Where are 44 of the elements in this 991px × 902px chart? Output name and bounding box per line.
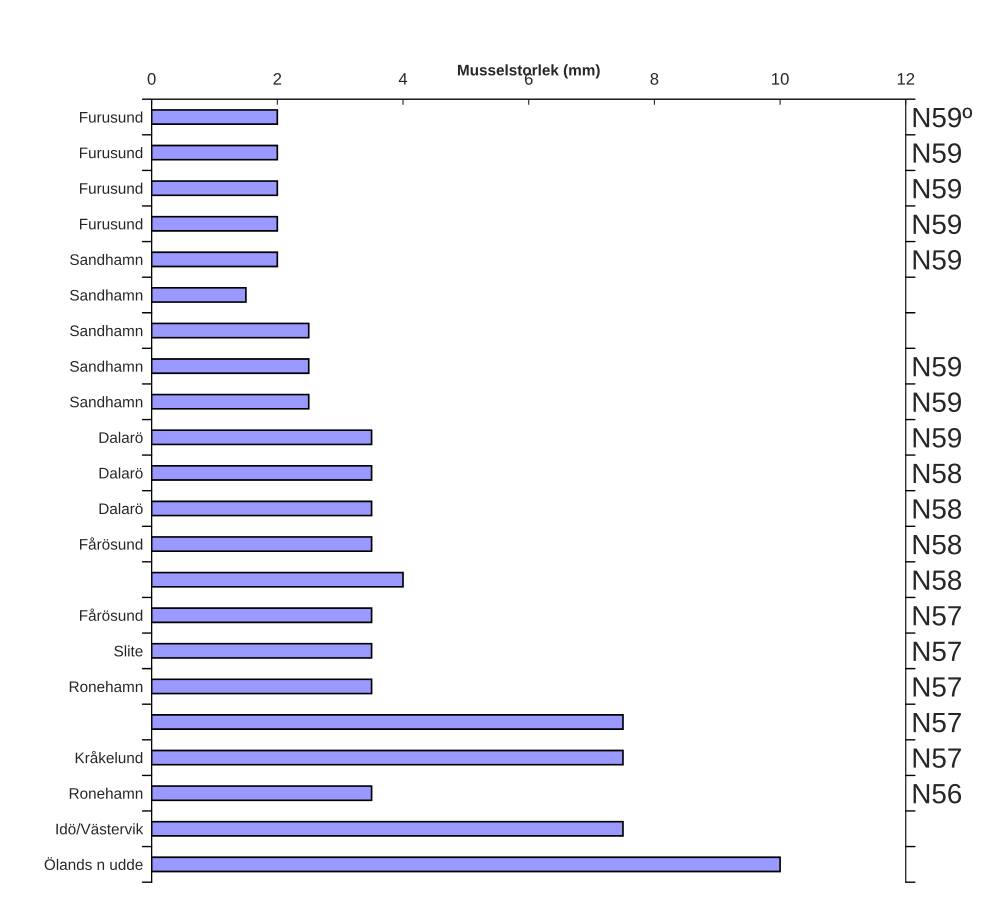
- y-tick-label: Furusund: [80, 182, 142, 194]
- y2-tick-label: N57: [914, 712, 961, 732]
- y2-tick-label: N57: [914, 748, 961, 768]
- y2-tick-label: N59: [914, 356, 961, 376]
- y2-tick-label: N58: [914, 534, 962, 554]
- y-tick-label: Sandhamn: [70, 254, 142, 266]
- y-tick-label: Dalarö: [100, 502, 143, 514]
- y2-tick-label: N59: [914, 428, 961, 448]
- y-tick-label: Fårösund: [80, 608, 142, 621]
- y-tick-label: Dalarö: [100, 467, 143, 479]
- y-tick-label: Sandhamn: [70, 289, 142, 301]
- y-tick-label: Kråkelund: [76, 750, 142, 764]
- y-tick-label: Ronehamn: [70, 680, 142, 692]
- y2-tick-label: N59: [914, 178, 961, 199]
- y-tick-label: Furusund: [80, 218, 142, 230]
- y2-tick-label: N59: [914, 214, 961, 234]
- y2-tick-label: N57: [914, 642, 961, 662]
- y2-tick-label: N59º: [914, 108, 972, 128]
- y-tick-label: Sandhamn: [70, 325, 142, 336]
- y-tick-label: Sandhamn: [70, 396, 142, 408]
- y2-tick-label: N59: [914, 143, 961, 163]
- x-tick-label: 2: [274, 73, 282, 85]
- y-tick-label: Ölands n udde: [44, 857, 143, 870]
- y-tick-label: Fårösund: [80, 537, 142, 550]
- y2-tick-label: N57: [914, 677, 961, 697]
- y-tick-label: Slite: [114, 645, 143, 657]
- y-tick-label: Dalarö: [100, 432, 143, 443]
- y2-tick-label: N57: [914, 606, 961, 626]
- x-tick-label: 0: [148, 73, 156, 85]
- y2-tick-label: N58: [914, 570, 962, 590]
- y2-tick-label: N56: [914, 784, 962, 804]
- y-tick-label: Ronehamn: [70, 788, 142, 799]
- x-tick-label: 10: [772, 73, 789, 85]
- x-tick-label: 4: [398, 73, 408, 85]
- y-tick-label: Furusund: [80, 147, 142, 158]
- x-tick-label: 8: [650, 73, 658, 85]
- y-tick-label: Idö/Västervik: [56, 823, 144, 834]
- y-tick-label: Sandhamn: [70, 360, 142, 372]
- y2-tick-label: N59: [914, 392, 961, 412]
- y2-tick-label: N58: [914, 499, 962, 519]
- y2-tick-label: N58: [914, 464, 962, 484]
- y2-tick-label: N59: [914, 250, 961, 270]
- y-tick-label: Furusund: [80, 111, 142, 123]
- x-tick-label: 12: [898, 73, 914, 85]
